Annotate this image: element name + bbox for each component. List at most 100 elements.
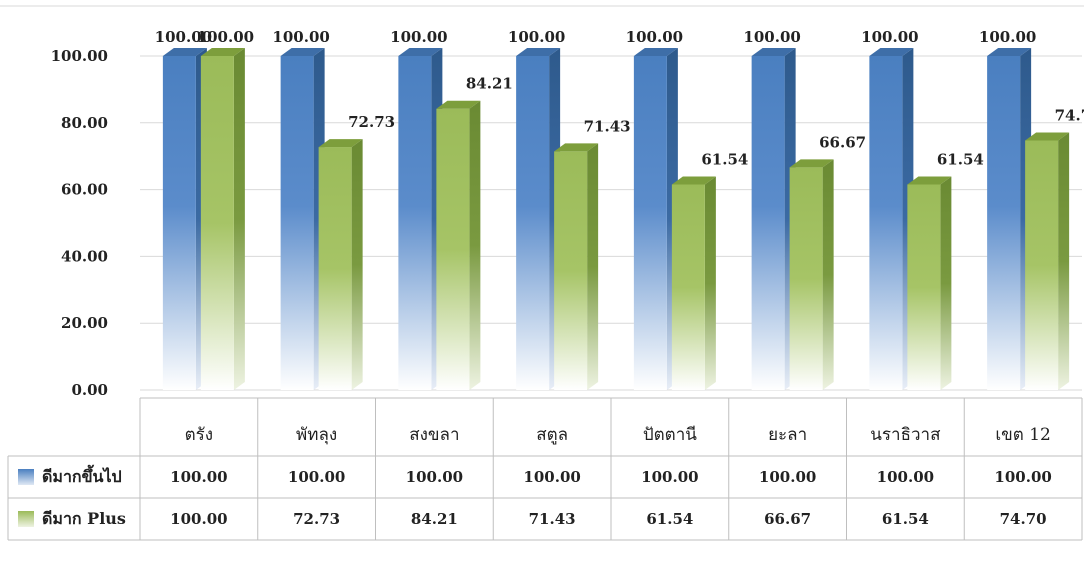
data-label: 100.00: [272, 28, 329, 46]
bar-series1: [869, 48, 914, 390]
legend-swatch: [18, 511, 34, 527]
bar-side: [704, 176, 716, 390]
table-value: 100.00: [641, 468, 698, 486]
bar-side: [822, 159, 834, 390]
bar-front: [554, 151, 588, 390]
data-label: 61.54: [701, 150, 748, 168]
category-label: ตรัง: [185, 425, 213, 445]
data-label: 72.73: [348, 113, 395, 131]
bar-series2: [318, 139, 363, 390]
bar-top: [633, 48, 678, 56]
bar-front: [162, 56, 196, 390]
category-label: พัทลุง: [296, 425, 337, 445]
category-label: ปัตตานี: [643, 425, 697, 445]
table-value: 84.21: [411, 510, 458, 528]
bar-front: [987, 56, 1021, 390]
bar-top: [280, 48, 325, 56]
table-value: 71.43: [529, 510, 576, 528]
bar-front: [751, 56, 785, 390]
data-label: 100.00: [390, 28, 447, 46]
bar-series2: [200, 48, 245, 390]
bar-side: [233, 48, 245, 390]
bar-series1: [162, 48, 207, 390]
bar-series2: [436, 100, 481, 391]
bar-series2: [1025, 132, 1070, 390]
series-name: ดีมาก Plus: [42, 509, 126, 528]
table-value: 100.00: [288, 468, 345, 486]
bar-top: [398, 48, 443, 56]
bar-series2: [671, 176, 716, 390]
bar-top: [869, 48, 914, 56]
data-label: 100.00: [508, 28, 565, 46]
data-label: 100.00: [155, 28, 212, 46]
bar-series2: [789, 159, 834, 390]
bar-top: [1025, 132, 1070, 141]
y-axis: 0.00 20.00 40.00 60.00 80.00 100.00: [51, 47, 108, 399]
data-label: 100.00: [197, 28, 254, 46]
data-label: 84.21: [466, 75, 513, 93]
bar-series1: [633, 48, 678, 390]
data-label: 71.43: [584, 117, 631, 135]
data-label: 66.67: [819, 133, 866, 151]
table-value: 100.00: [877, 468, 934, 486]
bar-front: [869, 56, 903, 390]
data-label: 100.00: [743, 28, 800, 46]
bar-side: [1058, 132, 1070, 390]
bar-side: [351, 139, 363, 390]
bar-front: [436, 108, 470, 391]
table-value: 100.00: [406, 468, 463, 486]
category-label: สตูล: [536, 425, 568, 445]
bar-front: [907, 184, 941, 390]
bar-top: [200, 48, 245, 56]
bar-series1: [280, 48, 325, 390]
bar-front: [633, 56, 667, 390]
bar-side: [469, 100, 481, 391]
bar-front: [280, 56, 314, 390]
category-label: เขต 12: [995, 425, 1051, 445]
category-label: ยะลา: [768, 425, 807, 445]
bar-side: [940, 176, 952, 390]
bar-series2: [554, 143, 599, 390]
table-value: 61.54: [882, 510, 929, 528]
table-value: 72.73: [293, 510, 340, 528]
bar-series1: [398, 48, 443, 390]
data-label: 74.70: [1055, 107, 1084, 125]
y-tick-label: 60.00: [61, 181, 108, 199]
bar-front: [398, 56, 432, 390]
table-value: 100.00: [170, 510, 227, 528]
table-value: 100.00: [170, 468, 227, 486]
y-tick-label: 80.00: [61, 114, 108, 132]
category-label: นราธิวาส: [870, 425, 941, 445]
table-value: 66.67: [764, 510, 811, 528]
bar-series1: [751, 48, 796, 390]
bar-series2: [907, 176, 952, 390]
bar-front: [1025, 140, 1059, 390]
data-label: 61.54: [937, 150, 984, 168]
bar-top: [516, 48, 561, 56]
legend-swatch: [18, 469, 34, 485]
bar-series1: [516, 48, 561, 390]
table-value: 61.54: [646, 510, 693, 528]
bar-front: [200, 56, 234, 390]
bar-top: [162, 48, 207, 56]
y-tick-label: 100.00: [51, 47, 108, 65]
bar-front: [789, 167, 823, 390]
bar-top: [987, 48, 1032, 56]
category-label: สงขลา: [409, 425, 459, 445]
data-table: ตรัง พัทลุง สงขลา สตูล ปัตตานี ยะลา นราธิวาส เข…: [7, 397, 1083, 541]
bars: [162, 48, 1070, 391]
data-label: 100.00: [626, 28, 683, 46]
data-label: 100.00: [861, 28, 918, 46]
bar-side: [587, 143, 599, 390]
data-label: 100.00: [979, 28, 1036, 46]
bar-front: [671, 184, 705, 390]
y-tick-label: 20.00: [61, 314, 108, 332]
table-value: 100.00: [759, 468, 816, 486]
bar-front: [516, 56, 550, 390]
bar-top: [554, 143, 599, 152]
bar-series1: [987, 48, 1032, 390]
bar-top: [318, 139, 363, 148]
table-value: 100.00: [994, 468, 1051, 486]
